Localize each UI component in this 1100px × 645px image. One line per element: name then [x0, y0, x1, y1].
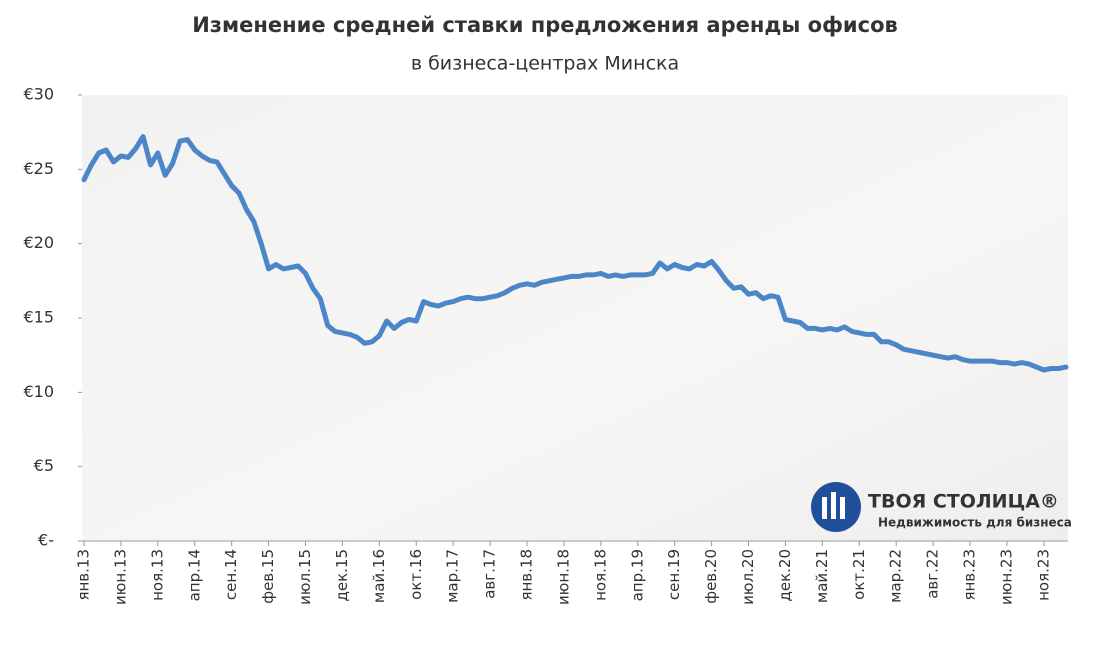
x-tick-label: май.21: [813, 549, 831, 603]
x-tick-label: фев.15: [259, 549, 277, 604]
x-tick-label: май.16: [370, 549, 388, 603]
logo-icon-bar: [831, 492, 836, 519]
x-tick-label: апр.14: [185, 549, 203, 601]
x-tick-label: авг.22: [924, 549, 942, 599]
plot-background: [82, 95, 1068, 541]
x-tick-label: июн.23: [997, 549, 1015, 605]
x-tick-label: апр.19: [628, 549, 646, 601]
logo-name: ТВОЯ СТОЛИЦА®: [868, 491, 1059, 513]
x-tick-label: окт.16: [407, 549, 425, 600]
y-tick-label: €5: [34, 456, 54, 475]
x-tick-label: окт.21: [850, 549, 868, 600]
y-tick-label: €20: [23, 233, 54, 252]
y-tick-label: €15: [23, 308, 54, 327]
logo-icon-bar: [822, 497, 827, 519]
x-tick-label: ноя.13: [148, 549, 166, 601]
chart-title: Изменение средней ставки предложения аре…: [192, 13, 898, 37]
x-tick-label: июл.15: [296, 549, 314, 605]
x-tick-label: сен.19: [665, 549, 683, 600]
data-line: [81, 134, 1069, 373]
logo-icon-bar: [840, 497, 845, 519]
x-tick-label: ноя.18: [591, 549, 609, 601]
x-tick-label: дек.15: [333, 549, 351, 602]
y-tick-label: €30: [23, 85, 54, 104]
x-tick-label: мар.17: [444, 549, 462, 603]
x-tick-label: янв.23: [961, 549, 979, 601]
x-tick-label: ноя.23: [1034, 549, 1052, 601]
x-tick-label: янв.18: [518, 549, 536, 601]
y-tick-label: €-: [38, 531, 54, 550]
x-tick-label: авг.17: [481, 549, 499, 599]
y-tick-label: €10: [23, 382, 54, 401]
x-tick-label: июн.18: [554, 549, 572, 605]
y-tick-label: €25: [23, 159, 54, 178]
x-tick-label: янв.13: [75, 549, 93, 601]
logo-tagline: Недвижимость для бизнеса: [878, 516, 1072, 530]
logo: ТВОЯ СТОЛИЦА® Недвижимость для бизнеса: [811, 482, 1072, 532]
x-tick-label: мар.22: [887, 549, 905, 603]
chart-subtitle: в бизнеса-центрах Минска: [411, 53, 679, 75]
x-tick-label: сен.14: [222, 549, 240, 600]
x-tick-label: дек.20: [776, 549, 794, 602]
x-tick-label: июл.20: [739, 549, 757, 605]
x-tick-label: июн.13: [111, 549, 129, 605]
x-tick-label: фев.20: [702, 549, 720, 604]
